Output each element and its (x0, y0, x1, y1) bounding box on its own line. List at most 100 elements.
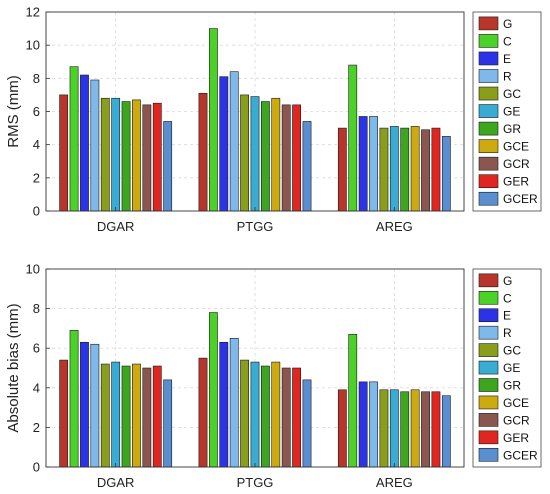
bar-R-DGAR (90, 343, 100, 468)
legend-label-GCR: GCR (503, 413, 530, 427)
y-tick-label: 2 (33, 420, 40, 435)
x-tick-label: DGAR (97, 219, 135, 234)
bar-GCE-PTGG (271, 361, 281, 468)
bar-GC-DGAR (100, 97, 110, 212)
bar-GER-PTGG (292, 367, 301, 468)
y-tick-label: 6 (33, 104, 40, 119)
bar-E-PTGG (219, 341, 229, 468)
legend-label-GCE: GCE (503, 140, 529, 154)
x-tick-label: PTGG (237, 219, 274, 234)
bar-GCE-DGAR (132, 99, 141, 212)
bar-GCE-AREG (410, 126, 420, 212)
bar-G-DGAR (59, 94, 69, 212)
legend-label-GER: GER (503, 431, 529, 445)
bar-GE-AREG (389, 389, 399, 468)
bar-GCR-DGAR (142, 104, 152, 212)
legend-swatch-GCR (478, 413, 499, 427)
bar-GR-PTGG (260, 101, 270, 212)
bar-C-PTGG (209, 28, 218, 212)
bar-G-AREG (337, 389, 347, 468)
legend-swatch-G (478, 273, 499, 288)
bar-GER-DGAR (152, 365, 162, 468)
legend-swatch-GER (478, 174, 499, 188)
legend-swatch-GR (478, 121, 499, 136)
legend-label-C: C (503, 34, 512, 48)
legend-label-GE: GE (503, 105, 520, 119)
bar-E-DGAR (80, 341, 89, 468)
bar-GC-PTGG (240, 359, 249, 468)
bar-GE-DGAR (111, 361, 121, 468)
bar-GE-AREG (389, 126, 399, 212)
bar-GC-AREG (379, 127, 389, 212)
bar-C-PTGG (209, 312, 218, 468)
legend-label-C: C (503, 291, 512, 305)
bar-C-AREG (348, 334, 358, 468)
y-tick-label: 0 (33, 204, 40, 219)
bar-GC-AREG (379, 389, 389, 468)
bar-GR-AREG (400, 391, 410, 468)
legend-label-GC: GC (503, 87, 521, 101)
legend-label-GR: GR (503, 122, 521, 136)
bar-GER-DGAR (152, 102, 162, 212)
legend-swatch-GCE (478, 395, 499, 410)
bar-R-AREG (369, 116, 378, 212)
bar-E-DGAR (80, 74, 89, 212)
legend-swatch-GCE (478, 139, 499, 153)
legend-label-G: G (503, 274, 512, 288)
legend-swatch-GC (478, 86, 499, 101)
y-tick-label: 0 (33, 460, 40, 475)
y-tick-label: 4 (33, 137, 40, 152)
bar-E-AREG (358, 116, 368, 212)
bar-GC-PTGG (240, 94, 249, 212)
axes-frame (45, 11, 465, 212)
x-tick-label: DGAR (97, 475, 135, 490)
bar-GCR-AREG (421, 391, 430, 468)
legend-swatch-GCER (478, 191, 499, 206)
bar-G-PTGG (198, 92, 208, 212)
bar-GC-DGAR (100, 363, 110, 468)
bar-R-DGAR (90, 79, 100, 212)
legend-swatch-R (478, 325, 499, 340)
bar-G-PTGG (198, 357, 208, 468)
bar-G-AREG (337, 127, 347, 212)
legend-swatch-GE (478, 104, 499, 118)
legend-label-E: E (503, 309, 511, 323)
bar-C-DGAR (69, 66, 79, 212)
legend-label-GCE: GCE (503, 396, 529, 410)
y-tick-label: 8 (33, 71, 40, 86)
legend-swatch-GCER (478, 447, 499, 462)
bar-GR-PTGG (260, 365, 270, 468)
x-tick-label: PTGG (237, 475, 274, 490)
bar-GCR-AREG (421, 129, 430, 212)
bar-GCR-PTGG (281, 104, 291, 212)
bar-GCR-PTGG (281, 367, 291, 468)
x-tick-label: AREG (376, 219, 413, 234)
y-tick-label: 6 (33, 341, 40, 356)
legend-label-GCER: GCER (503, 448, 538, 462)
bar-GE-PTGG (250, 361, 260, 468)
legend-label-G: G (503, 17, 512, 31)
bar-GR-DGAR (121, 365, 131, 468)
bar-GCR-DGAR (142, 367, 152, 468)
bar-C-DGAR (69, 330, 79, 468)
y-axis-label: Absolute bias (mm) (5, 303, 22, 432)
bar-GCE-AREG (410, 389, 420, 468)
legend-swatch-E (478, 51, 499, 66)
bar-GCER-PTGG (302, 121, 312, 212)
legend-swatch-GCR (478, 156, 499, 171)
legend-label-GER: GER (503, 175, 529, 189)
bar-GCER-PTGG (302, 379, 312, 468)
bar-GE-PTGG (250, 96, 260, 212)
bar-GER-AREG (431, 127, 441, 212)
y-tick-label: 2 (33, 170, 40, 185)
axes-frame (45, 268, 465, 468)
y-tick-label: 10 (26, 38, 40, 53)
legend-label-GC: GC (503, 344, 521, 358)
bar-GE-DGAR (111, 97, 121, 212)
bar-GCE-PTGG (271, 97, 281, 212)
legend-label-GCER: GCER (503, 192, 538, 206)
y-tick-label: 12 (26, 5, 40, 20)
